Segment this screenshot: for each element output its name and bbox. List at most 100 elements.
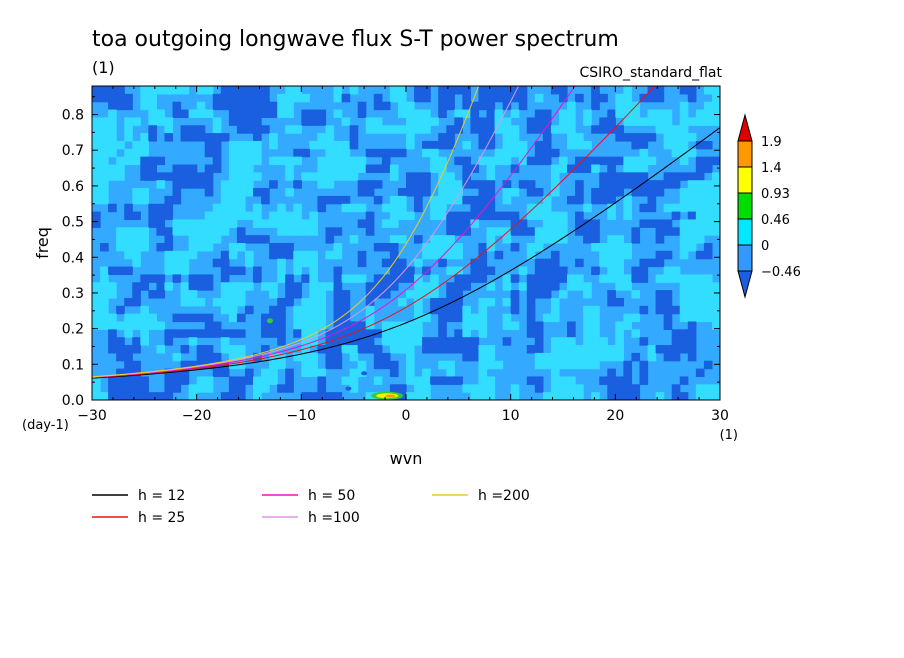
field-cell <box>567 101 576 111</box>
field-cell <box>695 392 705 400</box>
field-cell <box>510 305 520 315</box>
field-cell <box>671 140 681 150</box>
field-cell <box>92 282 101 291</box>
field-cell <box>236 352 246 362</box>
field-cell <box>454 250 463 260</box>
field-cell <box>100 164 109 173</box>
field-cell <box>188 235 198 244</box>
field-cell <box>430 250 439 260</box>
field-cell <box>204 109 214 118</box>
field-cell <box>663 203 673 213</box>
field-cell <box>236 266 246 275</box>
field-cell <box>301 345 310 354</box>
field-cell <box>607 243 616 252</box>
field-cell <box>422 243 431 252</box>
field-cell <box>430 297 439 307</box>
field-cell <box>365 164 375 173</box>
field-cell <box>502 195 512 205</box>
field-cell <box>100 305 109 315</box>
field-cell <box>92 392 101 400</box>
field-cell <box>486 243 496 252</box>
field-cell <box>438 329 447 338</box>
field-cell <box>679 109 689 118</box>
field-cell <box>204 321 214 330</box>
field-cell <box>236 117 246 126</box>
field-cell <box>478 195 488 205</box>
field-cell <box>188 172 198 181</box>
field-cell <box>687 227 697 236</box>
field-cell <box>357 156 367 166</box>
field-cell <box>583 219 592 228</box>
field-cell <box>703 384 713 393</box>
field-cell <box>156 321 166 330</box>
field-cell <box>607 203 616 213</box>
field-cell <box>253 266 262 275</box>
field-cell <box>655 258 665 268</box>
field-cell <box>132 243 141 252</box>
field-cell <box>204 235 214 244</box>
field-cell <box>486 140 496 150</box>
field-cell <box>381 125 391 134</box>
field-cell <box>486 266 496 275</box>
field-cell <box>100 313 109 323</box>
field-cell <box>422 368 431 378</box>
field-cell <box>687 117 697 126</box>
field-cell <box>317 156 327 166</box>
field-cell <box>486 125 496 134</box>
field-cell <box>558 117 568 126</box>
field-cell <box>575 384 584 393</box>
field-cell <box>277 101 286 111</box>
power-field <box>92 86 720 400</box>
field-cell <box>703 156 713 166</box>
field-cell <box>196 274 206 283</box>
field-cell <box>140 305 149 315</box>
field-cell <box>236 345 246 354</box>
field-cell <box>631 133 641 142</box>
field-cell <box>236 235 246 244</box>
field-cell <box>228 86 238 95</box>
field-cell <box>703 203 713 213</box>
field-cell <box>542 235 552 244</box>
field-cell <box>454 345 463 354</box>
field-cell <box>301 219 310 228</box>
field-cell <box>156 211 166 221</box>
field-cell <box>695 156 705 166</box>
field-cell <box>92 164 101 173</box>
field-cell <box>607 195 616 205</box>
field-cell <box>615 109 624 118</box>
field-cell <box>526 243 536 252</box>
field-cell <box>253 376 262 385</box>
field-cell <box>317 117 327 126</box>
field-cell <box>261 86 270 95</box>
field-cell <box>679 235 689 244</box>
field-cell <box>108 140 117 150</box>
field-cell <box>703 297 713 307</box>
field-cell <box>172 101 182 111</box>
x-axis-label: wvn <box>390 449 423 468</box>
x-tick-label: −10 <box>287 408 317 424</box>
field-cell <box>317 282 327 291</box>
field-cell <box>414 188 423 197</box>
field-cell <box>671 203 681 213</box>
field-cell <box>550 313 560 323</box>
field-cell <box>502 188 512 197</box>
field-cell <box>454 188 463 197</box>
field-cell <box>220 337 230 346</box>
field-cell <box>108 321 117 330</box>
field-cell <box>389 93 399 103</box>
field-cell <box>261 329 270 338</box>
field-cell <box>430 337 439 346</box>
field-cell <box>631 172 641 181</box>
field-cell <box>671 266 681 275</box>
field-cell <box>687 180 697 189</box>
field-cell <box>293 148 302 158</box>
field-cell <box>204 329 214 338</box>
field-cell <box>567 140 576 150</box>
field-cell <box>116 266 125 275</box>
field-cell <box>325 392 335 400</box>
field-cell <box>687 282 697 291</box>
field-cell <box>349 337 359 346</box>
field-cell <box>196 376 206 385</box>
field-cell <box>397 258 407 268</box>
field-cell <box>228 290 238 299</box>
